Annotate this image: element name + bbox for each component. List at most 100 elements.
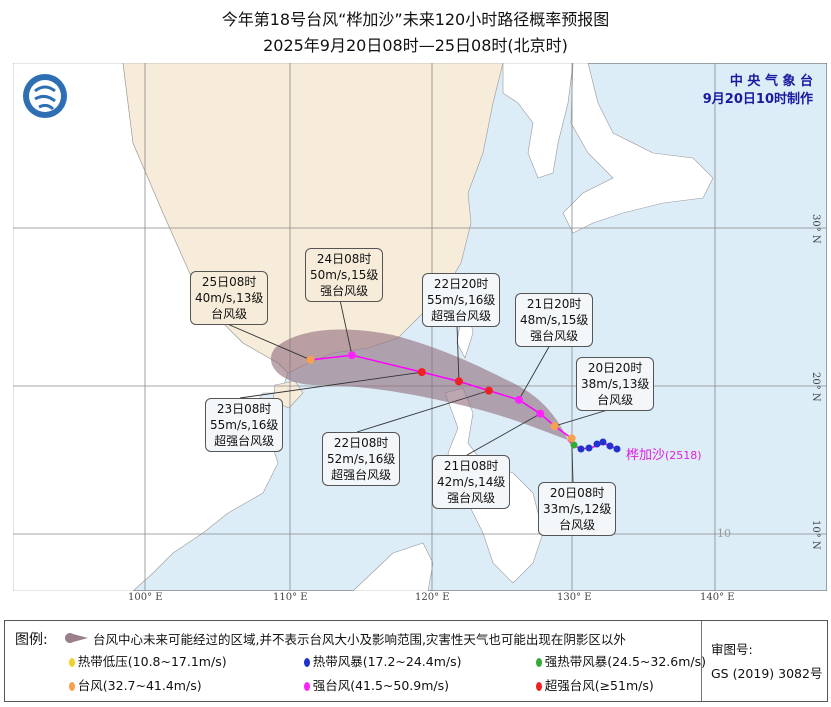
forecast-label-level: 强台风级 <box>530 329 579 343</box>
forecast-label-wind: 48m/s,15级 <box>520 313 589 327</box>
legend-category-label: 热带低压(10.8~17.1m/s) <box>77 654 227 669</box>
forecast-label-time: 22日08时 <box>333 436 389 450</box>
lat-tick: 10° N <box>810 520 821 550</box>
korea <box>502 63 574 179</box>
past-points <box>570 438 621 453</box>
lon-tick: 130° E <box>557 592 592 603</box>
legend-category-label: 强热带风暴(24.5~32.6m/s) <box>544 654 706 669</box>
forecast-label-level: 台风级 <box>597 393 634 407</box>
legend-category: 强台风(41.5~50.9m/s) <box>303 675 449 694</box>
map-title: 今年第18号台风“桦加沙”未来120小时路径概率预报图 <box>221 10 610 29</box>
legend-category: 超强台风(≥51m/s) <box>535 675 654 694</box>
forecast-label-wind: 33m/s,12级 <box>543 502 612 516</box>
issue-time: 9月20日10时制作 <box>702 92 813 107</box>
legend-category-label: 超强台风(≥51m/s) <box>544 678 654 693</box>
forecast-label-time: 23日08时 <box>216 402 272 416</box>
forecast-point <box>536 409 545 418</box>
forecast-label: 25日08时 40m/s,13级 台风级 <box>190 271 269 325</box>
storm-dot-icon <box>303 658 310 667</box>
legend-title: 图例: <box>15 632 48 648</box>
legend-divider <box>701 621 702 701</box>
forecast-label: 21日08时 42m/s,14级 强台风级 <box>432 455 511 509</box>
forecast-label-level: 强台风级 <box>320 284 369 298</box>
cone-swatch-icon <box>65 633 88 643</box>
review-label: 审图号: <box>711 642 753 657</box>
forecast-label: 22日08时 52m/s,16级 超强台风级 <box>322 432 401 486</box>
typhoon-map <box>13 63 827 591</box>
forecast-label-time: 21日08时 <box>443 459 499 473</box>
borneo <box>352 542 434 591</box>
leader-line <box>239 371 422 399</box>
forecast-point <box>454 377 463 386</box>
legend-category: 热带低压(10.8~17.1m/s) <box>68 651 227 670</box>
lat-tick: 20° N <box>810 372 821 402</box>
forecast-point <box>514 395 523 404</box>
forecast-point <box>306 355 315 364</box>
legend-category: 台风(32.7~41.4m/s) <box>68 675 202 694</box>
forecast-label-level: 超强台风级 <box>431 309 492 323</box>
forecast-point <box>550 422 559 431</box>
legend-cone-text: 台风中心未来可能经过的区域,并不表示台风大小及影响范围,灾害性天气也可能出现在阴… <box>92 632 626 647</box>
leader-line <box>356 390 490 433</box>
lon-tick: 140° E <box>700 592 735 603</box>
leader-line <box>224 322 311 361</box>
forecast-label-wind: 55m/s,16级 <box>427 293 496 307</box>
lon-tick: 100° E <box>128 592 163 603</box>
forecast-label-level: 超强台风级 <box>214 434 275 448</box>
leader-line <box>456 324 460 382</box>
storm-dot-icon <box>535 682 542 691</box>
forecast-label: 21日20时 48m/s,15级 强台风级 <box>515 293 594 347</box>
legend-category-label: 强台风(41.5~50.9m/s) <box>312 678 449 693</box>
forecast-label-time: 20日20时 <box>587 361 643 375</box>
forecast-label-level: 强台风级 <box>447 491 496 505</box>
lon-tick: 110° E <box>273 592 308 603</box>
forecast-label-wind: 40m/s,13级 <box>195 291 264 305</box>
probability-cone <box>270 329 568 440</box>
legend-category-label: 台风(32.7~41.4m/s) <box>77 678 202 693</box>
storm-dot-icon <box>535 658 542 667</box>
forecast-point <box>567 434 576 443</box>
legend-category: 热带风暴(17.2~24.4m/s) <box>303 651 462 670</box>
storm-dot-icon <box>68 682 75 691</box>
cma-logo <box>23 74 67 118</box>
forecast-point <box>347 351 356 360</box>
forecast-label-level: 台风级 <box>211 307 248 321</box>
forecast-point <box>484 386 493 395</box>
forecast-label-time: 22日20时 <box>433 277 489 291</box>
agency-block: 中 央 气 象 台 9月20日10时制作 <box>703 73 813 109</box>
forecast-label: 20日20时 38m/s,13级 台风级 <box>576 357 655 411</box>
legend-category: 强热带风暴(24.5~32.6m/s) <box>535 651 706 670</box>
forecast-label-time: 25日08时 <box>201 275 257 289</box>
storm-dot-icon <box>303 682 310 691</box>
typhoon-code: (2518) <box>665 449 702 462</box>
forecast-point <box>417 368 426 377</box>
lon-tick: 120° E <box>415 592 450 603</box>
grid-label: 10 <box>717 527 731 540</box>
typhoon-name: 桦加沙(2518) <box>626 444 702 463</box>
leader-line <box>466 413 541 456</box>
agency-name: 中 央 气 象 台 <box>729 74 813 89</box>
storm-dot-icon <box>68 658 75 667</box>
label-leader-lines <box>224 299 612 483</box>
forecast-label: 22日20时 55m/s,16级 超强台风级 <box>422 273 501 327</box>
forecast-label-wind: 52m/s,16级 <box>327 452 396 466</box>
map-subtitle: 2025年9月20日08时—25日08时(北京时) <box>263 36 568 55</box>
legend-category-label: 热带风暴(17.2~24.4m/s) <box>312 654 462 669</box>
legend-cone: 台风中心未来可能经过的区域,并不表示台风大小及影响范围,灾害性天气也可能出现在阴… <box>63 629 626 648</box>
forecast-label-time: 20日08时 <box>549 486 605 500</box>
forecast-label-level: 超强台风级 <box>331 468 392 482</box>
forecast-label: 24日08时 50m/s,15级 强台风级 <box>305 248 384 302</box>
forecast-label-wind: 42m/s,14级 <box>437 475 506 489</box>
lat-tick: 30° N <box>810 214 821 244</box>
leader-line <box>518 344 551 401</box>
forecast-label-time: 24日08时 <box>316 252 372 266</box>
forecast-label: 20日08时 33m/s,12级 台风级 <box>538 482 617 536</box>
japan <box>562 63 714 234</box>
forecast-label-time: 21日20时 <box>526 297 582 311</box>
leader-line <box>339 299 353 356</box>
forecast-label-wind: 55m/s,16级 <box>210 418 279 432</box>
leader-line <box>554 408 612 427</box>
review-number: GS (2019) 3082号 <box>711 666 823 681</box>
forecast-label: 23日08时 55m/s,16级 超强台风级 <box>205 398 284 452</box>
legend: 图例: 台风中心未来可能经过的区域,并不表示台风大小及影响范围,灾害性天气也可能… <box>4 620 828 702</box>
